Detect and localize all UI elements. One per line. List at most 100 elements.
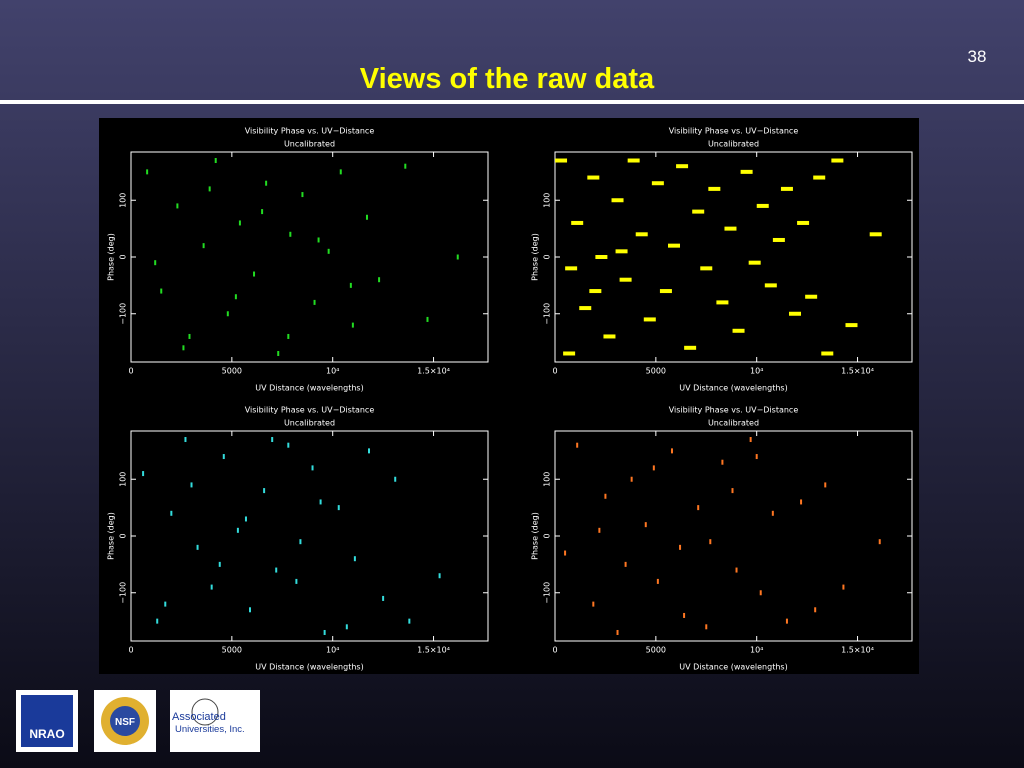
data-point: [709, 539, 712, 545]
data-point: [345, 624, 348, 630]
x-tick-label: 1.5×10⁴: [417, 367, 450, 376]
chart-title: Visibility Phase vs. UV−Distance: [669, 406, 799, 415]
data-point: [142, 471, 145, 477]
data-point: [190, 482, 193, 488]
data-point: [351, 322, 354, 328]
data-point: [301, 192, 304, 198]
data-point: [337, 505, 340, 511]
data-point: [813, 175, 826, 180]
data-point: [382, 595, 385, 601]
data-point: [721, 459, 724, 465]
data-point: [789, 311, 802, 316]
x-tick-label: 5000: [646, 646, 666, 655]
data-point: [668, 243, 680, 248]
data-point: [214, 158, 217, 164]
y-tick-label: −100: [119, 303, 128, 325]
data-point: [630, 476, 633, 482]
data-point: [756, 203, 769, 208]
data-point: [670, 448, 673, 454]
data-point: [404, 163, 407, 169]
x-tick-label: 5000: [222, 646, 242, 655]
data-point: [164, 601, 167, 607]
data-point: [353, 556, 356, 562]
logo-text: NRAO: [29, 727, 64, 741]
data-point: [785, 618, 788, 624]
data-point: [708, 186, 721, 191]
data-point: [253, 271, 256, 277]
logo-text: NSF: [115, 717, 135, 728]
data-point: [679, 544, 682, 550]
x-axis-label: UV Distance (wavelengths): [679, 384, 787, 393]
data-point: [731, 488, 734, 494]
data-point: [146, 169, 149, 175]
data-point: [394, 476, 397, 482]
data-point: [616, 629, 619, 635]
data-point: [780, 186, 793, 191]
y-tick-label: 100: [543, 193, 552, 208]
y-axis-label: Phase (deg): [107, 233, 116, 281]
slide-title: Views of the raw data: [360, 63, 655, 95]
data-point: [295, 578, 298, 584]
x-tick-label: 10⁴: [750, 646, 763, 655]
data-point: [156, 618, 159, 624]
data-point: [202, 243, 205, 249]
chart-subtitle: Uncalibrated: [284, 140, 335, 149]
data-point: [311, 465, 314, 471]
data-point: [627, 158, 640, 163]
data-point: [842, 584, 845, 590]
data-point: [643, 317, 656, 322]
data-point: [587, 175, 600, 180]
x-tick-label: 10⁴: [750, 367, 763, 376]
data-point: [349, 282, 352, 288]
data-point: [705, 624, 708, 630]
y-tick-label: −100: [543, 582, 552, 604]
data-point: [697, 505, 700, 511]
data-point: [378, 277, 381, 283]
data-point: [700, 266, 713, 271]
data-point: [327, 248, 330, 254]
x-tick-label: 0: [128, 646, 133, 655]
data-point: [184, 437, 187, 443]
data-point: [635, 232, 648, 237]
data-point: [659, 289, 672, 294]
data-point: [160, 288, 163, 294]
data-point: [800, 499, 803, 505]
plot-panel: [99, 118, 919, 674]
data-point: [748, 260, 761, 265]
data-point: [764, 283, 777, 288]
chart-title: Visibility Phase vs. UV−Distance: [669, 127, 799, 136]
data-point: [565, 266, 578, 271]
data-point: [831, 158, 844, 163]
data-point: [170, 510, 173, 516]
divider: [0, 100, 1024, 104]
data-point: [299, 539, 302, 545]
data-point: [208, 186, 211, 192]
data-point: [287, 333, 290, 339]
x-axis-label: UV Distance (wavelengths): [255, 663, 363, 672]
data-point: [878, 539, 881, 545]
data-point: [319, 499, 322, 505]
chart: Visibility Phase vs. UV−Distance Uncalibr…: [107, 406, 489, 672]
data-point: [676, 164, 689, 169]
logo-nrao-inner: [21, 695, 73, 747]
data-point: [651, 181, 664, 186]
data-point: [438, 573, 441, 579]
data-point: [683, 612, 686, 618]
data-point: [735, 567, 738, 573]
data-point: [576, 442, 579, 448]
data-point: [244, 516, 247, 522]
data-point: [271, 437, 274, 443]
chart-subtitle: Uncalibrated: [708, 419, 759, 428]
data-point: [740, 169, 753, 174]
logo-text: Associated: [172, 711, 226, 723]
data-point: [771, 510, 774, 516]
data-point: [692, 209, 705, 214]
y-tick-label: 0: [119, 533, 128, 538]
data-point: [611, 198, 624, 203]
data-point: [772, 237, 785, 242]
x-tick-label: 0: [552, 367, 557, 376]
data-point: [339, 169, 342, 175]
data-point: [555, 158, 568, 163]
y-tick-label: 100: [119, 193, 128, 208]
